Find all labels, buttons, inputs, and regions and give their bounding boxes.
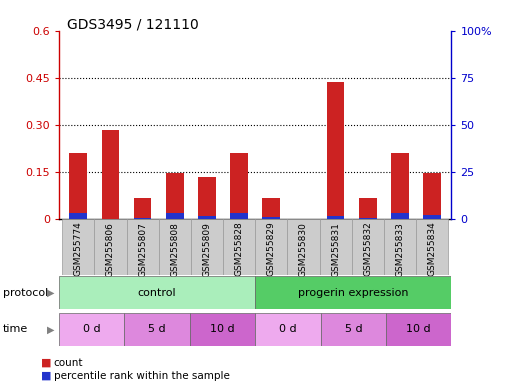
FancyBboxPatch shape bbox=[59, 313, 124, 346]
Text: ▶: ▶ bbox=[47, 324, 54, 334]
Bar bbox=[166, 213, 184, 219]
Bar bbox=[359, 199, 377, 219]
Text: 10 d: 10 d bbox=[210, 324, 235, 334]
Text: 5 d: 5 d bbox=[148, 324, 166, 334]
FancyBboxPatch shape bbox=[255, 276, 451, 309]
FancyBboxPatch shape bbox=[352, 219, 384, 275]
Text: 5 d: 5 d bbox=[345, 324, 362, 334]
Text: GSM255809: GSM255809 bbox=[203, 222, 211, 276]
FancyBboxPatch shape bbox=[59, 276, 255, 309]
Text: ■: ■ bbox=[41, 371, 51, 381]
Bar bbox=[69, 213, 87, 219]
Bar bbox=[166, 174, 184, 219]
Bar bbox=[359, 218, 377, 219]
Bar bbox=[102, 129, 120, 219]
Text: GSM255807: GSM255807 bbox=[138, 222, 147, 276]
Bar bbox=[263, 199, 280, 219]
Bar bbox=[198, 177, 216, 219]
Text: GSM255806: GSM255806 bbox=[106, 222, 115, 276]
FancyBboxPatch shape bbox=[416, 219, 448, 275]
Bar bbox=[134, 218, 151, 219]
Text: GSM255828: GSM255828 bbox=[234, 222, 244, 276]
Text: GSM255830: GSM255830 bbox=[299, 222, 308, 276]
Text: control: control bbox=[138, 288, 176, 298]
FancyBboxPatch shape bbox=[287, 219, 320, 275]
FancyBboxPatch shape bbox=[62, 219, 94, 275]
Text: GSM255832: GSM255832 bbox=[363, 222, 372, 276]
Bar bbox=[230, 213, 248, 219]
Bar bbox=[134, 199, 151, 219]
Text: time: time bbox=[3, 324, 28, 334]
FancyBboxPatch shape bbox=[190, 313, 255, 346]
Bar bbox=[391, 153, 409, 219]
FancyBboxPatch shape bbox=[127, 219, 159, 275]
Bar bbox=[198, 216, 216, 219]
Text: progerin expression: progerin expression bbox=[298, 288, 408, 298]
FancyBboxPatch shape bbox=[255, 313, 321, 346]
Text: GDS3495 / 121110: GDS3495 / 121110 bbox=[67, 17, 199, 31]
Bar bbox=[69, 153, 87, 219]
Bar bbox=[230, 153, 248, 219]
Bar bbox=[423, 174, 441, 219]
FancyBboxPatch shape bbox=[124, 313, 190, 346]
Text: GSM255831: GSM255831 bbox=[331, 222, 340, 276]
FancyBboxPatch shape bbox=[255, 219, 287, 275]
FancyBboxPatch shape bbox=[159, 219, 191, 275]
Text: GSM255829: GSM255829 bbox=[267, 222, 276, 276]
Text: 0 d: 0 d bbox=[279, 324, 297, 334]
FancyBboxPatch shape bbox=[94, 219, 127, 275]
Text: GSM255774: GSM255774 bbox=[74, 222, 83, 276]
Bar bbox=[391, 213, 409, 219]
Bar bbox=[263, 217, 280, 219]
FancyBboxPatch shape bbox=[321, 313, 386, 346]
FancyBboxPatch shape bbox=[191, 219, 223, 275]
Text: protocol: protocol bbox=[3, 288, 48, 298]
FancyBboxPatch shape bbox=[320, 219, 352, 275]
FancyBboxPatch shape bbox=[223, 219, 255, 275]
Text: 0 d: 0 d bbox=[83, 324, 101, 334]
FancyBboxPatch shape bbox=[384, 219, 416, 275]
FancyBboxPatch shape bbox=[386, 313, 451, 346]
Text: GSM255808: GSM255808 bbox=[170, 222, 180, 276]
Text: percentile rank within the sample: percentile rank within the sample bbox=[54, 371, 230, 381]
Text: count: count bbox=[54, 358, 84, 368]
Text: ▶: ▶ bbox=[47, 288, 54, 298]
Text: ■: ■ bbox=[41, 358, 51, 368]
Bar bbox=[423, 215, 441, 219]
Bar bbox=[327, 83, 345, 219]
Text: GSM255834: GSM255834 bbox=[428, 222, 437, 276]
Bar bbox=[327, 216, 345, 219]
Text: GSM255833: GSM255833 bbox=[396, 222, 404, 276]
Text: 10 d: 10 d bbox=[406, 324, 431, 334]
